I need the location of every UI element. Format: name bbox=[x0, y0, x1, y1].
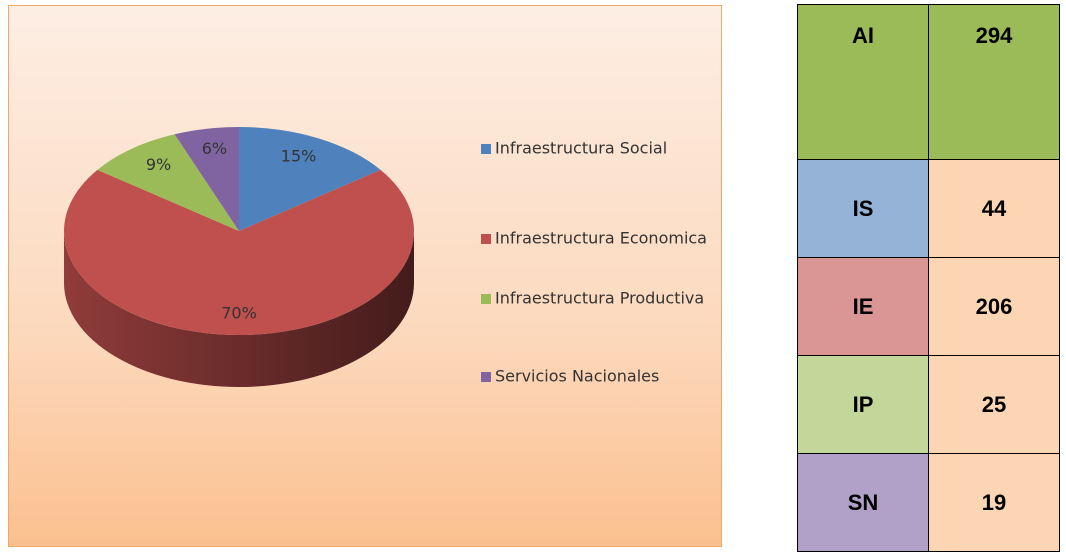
chart: 15%70%9%6% Infraestructura SocialInfraest… bbox=[63, 127, 707, 387]
legend-label: Infraestructura Economica bbox=[495, 229, 707, 248]
table-row: IP 25 bbox=[797, 355, 1060, 455]
summary-table: AI 294 IS 44 IE 206 IP 25 SN 19 bbox=[797, 3, 1060, 552]
data-label: 70% bbox=[221, 304, 257, 323]
pie-side bbox=[64, 231, 414, 387]
table-cell: 44 bbox=[928, 159, 1060, 259]
table-cell: 294 bbox=[928, 3, 1060, 161]
data-label: 15% bbox=[281, 146, 317, 165]
legend-swatch bbox=[481, 372, 491, 382]
data-label: 9% bbox=[146, 155, 171, 174]
legend-swatch bbox=[481, 234, 491, 244]
table-row: SN 19 bbox=[797, 453, 1060, 552]
chart-area: 15% 70% 9% 6% Infraestructura Social Infraest… bbox=[8, 5, 722, 547]
legend: Infraestructura Social Infraestructura Ec… bbox=[481, 139, 707, 386]
legend-swatch bbox=[481, 144, 491, 154]
table-cell: 206 bbox=[928, 257, 1060, 357]
table-cell: 25 bbox=[928, 355, 1060, 455]
data-label: 6% bbox=[202, 139, 227, 158]
legend-label: Servicios Nacionales bbox=[495, 367, 659, 386]
table-cell: IP bbox=[797, 355, 929, 455]
legend-swatch bbox=[481, 294, 491, 304]
table-row: AI 294 bbox=[797, 3, 1060, 161]
table-row: IE 206 bbox=[797, 257, 1060, 357]
legend-label: Infraestructura Productiva bbox=[495, 289, 704, 308]
table-cell: 19 bbox=[928, 453, 1060, 552]
table-cell: IE bbox=[797, 257, 929, 357]
pie-slice bbox=[239, 127, 381, 231]
table-row: IS 44 bbox=[797, 159, 1060, 259]
table-cell: IS bbox=[797, 159, 929, 259]
legend-label: Infraestructura Social bbox=[495, 139, 667, 158]
pie-slice bbox=[63, 169, 414, 335]
table-cell: SN bbox=[797, 453, 929, 552]
table-cell: AI bbox=[797, 3, 929, 161]
pie-slice bbox=[174, 127, 239, 231]
pie-slice bbox=[97, 134, 239, 231]
